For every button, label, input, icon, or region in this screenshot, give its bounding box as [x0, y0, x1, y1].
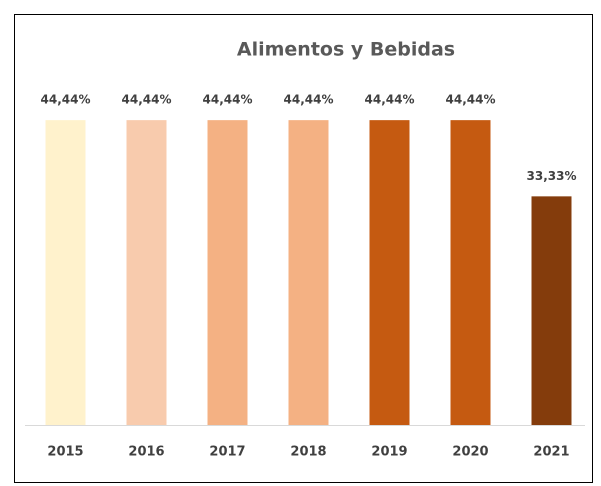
data-label: 44,44% [122, 93, 172, 107]
bar [369, 120, 410, 425]
data-label: 44,44% [41, 93, 91, 107]
data-label: 33,33% [527, 169, 577, 183]
x-tick-label: 2018 [290, 445, 326, 460]
bar [207, 120, 248, 425]
bar [45, 120, 86, 425]
x-tick-label: 2015 [47, 445, 83, 460]
bar [126, 120, 167, 425]
x-tick-label: 2017 [209, 445, 245, 460]
x-tick-label: 2020 [452, 445, 488, 460]
data-label: 44,44% [203, 93, 253, 107]
bar [531, 196, 572, 425]
chart-title: Alimentos y Bebidas [237, 39, 455, 61]
x-tick-label: 2019 [371, 445, 407, 460]
data-label: 44,44% [284, 93, 334, 107]
bar [450, 120, 491, 425]
x-tick-label: 2021 [533, 445, 569, 460]
data-label: 44,44% [446, 93, 496, 107]
x-tick-label: 2016 [128, 445, 164, 460]
bar [288, 120, 329, 425]
data-label: 44,44% [365, 93, 415, 107]
chart-border [14, 14, 593, 483]
